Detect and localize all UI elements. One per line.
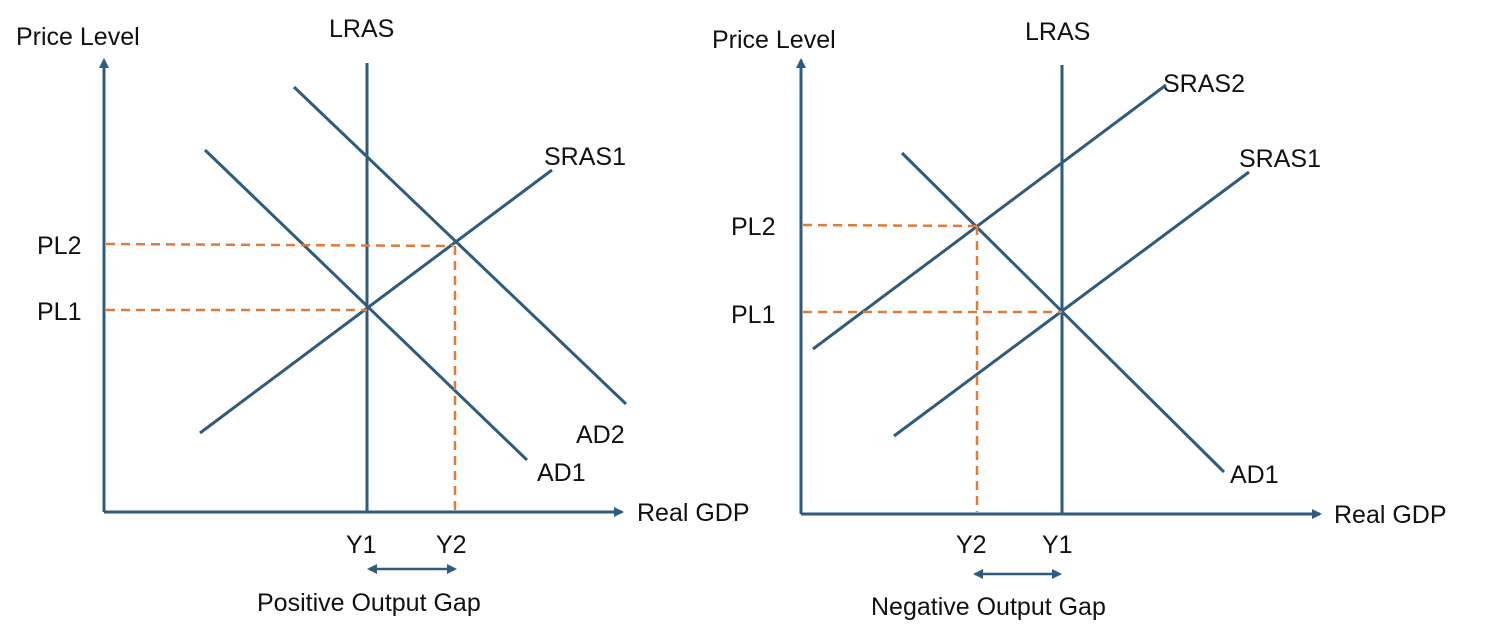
right-sras2-line [812,83,1167,351]
left-ad2-line [292,85,628,406]
right-pl1-label: PL1 [731,301,775,329]
right-x-axis-label: Real GDP [1334,501,1447,529]
left-x-axis-label: Real GDP [637,499,750,527]
right-sras1-line [893,170,1250,438]
right-y2-label: Y2 [956,531,987,559]
left-y2-label: Y2 [436,531,467,559]
left-ad1-line [203,148,529,462]
left-y-axis-label: Price Level [16,23,140,51]
left-ad1-label: AD1 [537,459,586,487]
left-pl2-label: PL2 [37,232,81,260]
right-sras2-label: SRAS2 [1163,70,1245,98]
right-pl2-label: PL2 [731,213,775,241]
right-sras1-label: SRAS1 [1239,145,1321,173]
right-ad1-line [900,151,1226,474]
right-y1-label: Y1 [1042,531,1073,559]
left-lras-label: LRAS [329,15,394,43]
left-sras1-label: SRAS1 [544,143,626,171]
left-sras1-line [199,168,553,435]
left-y1-label: Y1 [346,531,377,559]
right-gap-label: Negative Output Gap [871,593,1106,621]
left-gap-label: Positive Output Gap [257,589,481,617]
left-ad2-label: AD2 [576,421,625,449]
right-pl2-guide [802,223,978,228]
right-y-axis-label: Price Level [712,26,836,54]
right-lras-label: LRAS [1025,18,1090,46]
left-pl1-label: PL1 [37,298,81,326]
right-panel: Price Level Real GDP LRAS SRAS2 SRAS1 AD… [712,18,1447,621]
right-ad1-label: AD1 [1230,461,1279,489]
left-pl2-guide [105,242,454,248]
left-panel: Price Level Real GDP LRAS SRAS1 AD2 AD1 … [16,15,750,617]
